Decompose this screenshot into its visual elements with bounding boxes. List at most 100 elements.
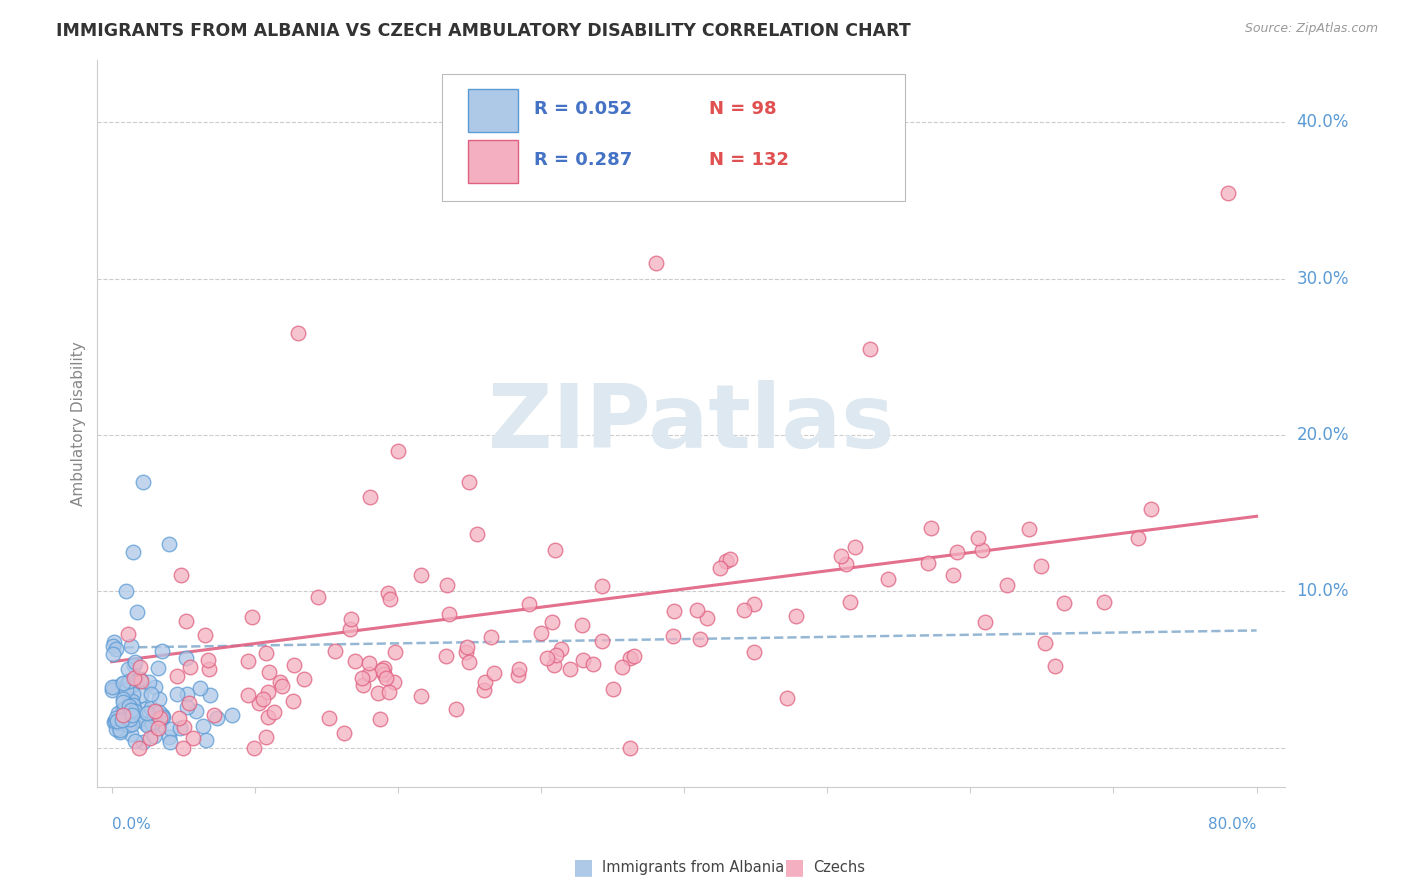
Text: Immigrants from Albania: Immigrants from Albania [602,860,785,874]
Text: Source: ZipAtlas.com: Source: ZipAtlas.com [1244,22,1378,36]
Point [184,704,207,718]
Point [121,698,143,713]
Point [696,611,718,625]
Point [1018,522,1040,536]
Point [838,595,860,609]
Point [256,710,278,724]
Point [378,592,401,607]
Point [122,671,145,685]
Point [254,646,277,660]
Point [107,706,129,720]
Point [619,740,641,755]
Point [1031,559,1053,574]
Point [122,687,145,701]
Point [644,256,666,270]
Point [105,711,128,725]
Point [169,711,191,725]
Point [508,667,530,681]
Point [571,617,593,632]
Point [619,651,641,665]
Point [117,718,139,732]
Point [157,537,180,551]
Point [146,661,169,675]
Point [1126,532,1149,546]
Point [108,716,131,731]
Point [150,707,173,722]
Point [129,689,152,703]
Point [1092,595,1115,609]
Point [101,647,124,661]
Point [472,682,495,697]
Point [1035,636,1057,650]
Y-axis label: Ambulatory Disability: Ambulatory Disability [72,341,86,506]
Point [131,674,153,689]
Point [108,723,131,737]
Point [281,694,304,708]
Point [591,633,613,648]
Point [110,677,132,691]
Point [387,443,409,458]
Point [115,683,138,698]
Point [103,639,125,653]
Point [546,648,568,662]
Point [325,643,347,657]
Point [100,680,122,694]
Point [437,607,460,622]
Point [307,590,329,604]
Point [108,722,131,736]
Point [152,710,174,724]
Point [122,698,145,713]
Point [830,549,852,564]
Point [118,694,141,708]
Point [623,648,645,663]
Point [112,702,135,716]
FancyBboxPatch shape [441,74,905,202]
Point [108,724,131,739]
Point [104,714,127,728]
Point [124,704,146,718]
Point [197,653,219,667]
Point [176,699,198,714]
Text: ■: ■ [574,857,593,877]
Point [733,603,755,617]
Point [198,688,221,702]
Point [373,666,395,681]
Point [169,722,191,736]
Point [103,680,125,694]
Point [148,692,170,706]
Point [859,342,882,356]
Point [111,708,134,723]
Point [112,714,135,728]
Point [920,521,942,535]
Point [287,326,309,341]
Point [177,696,200,710]
Point [124,655,146,669]
Point [139,701,162,715]
Point [283,658,305,673]
Point [368,713,391,727]
Text: IMMIGRANTS FROM ALBANIA VS CZECH AMBULATORY DISABILITY CORRELATION CHART: IMMIGRANTS FROM ALBANIA VS CZECH AMBULAT… [56,22,911,40]
Point [550,642,572,657]
Point [1139,502,1161,516]
Point [143,704,166,718]
Point [127,713,149,727]
Point [136,706,159,721]
Point [103,635,125,649]
Text: Czechs: Czechs [813,860,865,874]
Point [357,667,380,681]
Point [111,716,134,731]
Point [946,545,969,559]
Point [318,711,340,725]
Point [530,625,553,640]
Point [661,629,683,643]
Point [143,680,166,694]
Point [662,604,685,618]
Point [236,688,259,702]
Point [120,726,142,740]
Point [188,681,211,695]
Point [474,674,496,689]
Point [111,703,134,717]
Point [339,623,361,637]
Text: ZIPatlas: ZIPatlas [488,380,894,467]
Point [141,717,163,731]
